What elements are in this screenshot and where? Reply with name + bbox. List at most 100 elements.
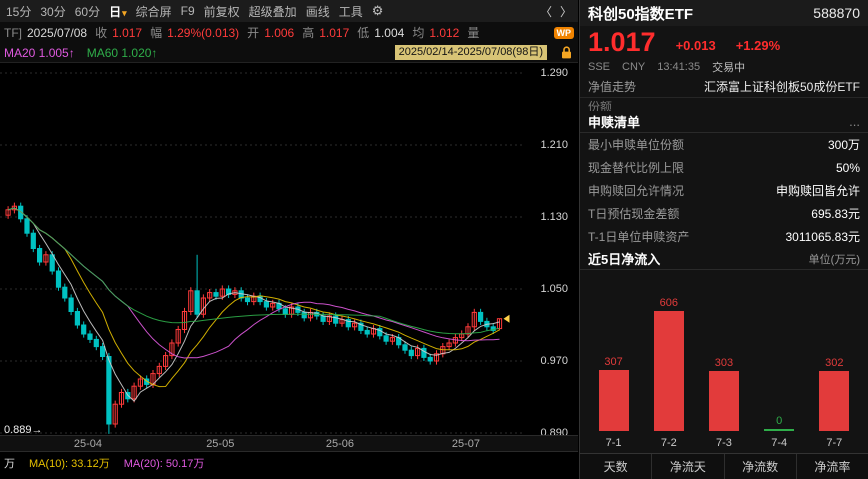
quote-prefix: TF] (4, 25, 22, 40)
exchange-label: SSE (588, 61, 611, 73)
redemption-row-value: 300万 (827, 138, 860, 152)
bar-date-label: 7-4 (771, 437, 788, 449)
redemption-row: 申购赎回允许情况 申购赎回皆允许 (580, 179, 868, 202)
redemption-row-label: T-1日单位申赎资产 (588, 230, 690, 244)
toolbar-super-overlay[interactable]: 超级叠加 (248, 4, 297, 19)
bar-rect (764, 429, 795, 431)
redemption-title: 申赎清单 (588, 115, 641, 130)
redemption-row-value: 695.83元 (811, 207, 860, 221)
toolbar-draw-line[interactable]: 画线 (305, 4, 330, 19)
toolbar-composite-screen[interactable]: 综合屏 (135, 4, 172, 19)
tab-15min[interactable]: 15分 (6, 4, 32, 19)
volume-unit: 万 (4, 458, 15, 470)
quote-field-value: 1.017 (319, 25, 350, 40)
tab-60min[interactable]: 60分 (74, 4, 101, 19)
quote-date: 2025/07/08 (27, 25, 88, 40)
bar-date-label: 7-1 (605, 437, 622, 449)
inflow-bar-7-3: 303 7-3 (699, 291, 749, 451)
y-axis-label: 1.050 (540, 283, 568, 295)
y-axis-label: 1.130 (540, 211, 568, 223)
bar-date-label: 7-7 (826, 437, 843, 449)
redemption-row-label: 最小申赎单位份额 (588, 138, 685, 152)
tab-30min[interactable]: 30分 (40, 4, 66, 19)
quote-field-value: 1.017 (112, 25, 143, 40)
wp-badge-icon[interactable]: WP (553, 26, 574, 39)
quote-time: 13:41:35 (657, 61, 701, 73)
bar-date-label: 7-2 (660, 437, 677, 449)
inflow-bar-7-7: 302 7-7 (809, 291, 859, 451)
quote-field-value: 1.29%(0.013) (167, 25, 240, 40)
price-row: 1.017 +0.013 +1.29% (580, 26, 868, 58)
chevron-down-icon: ▾ (122, 7, 127, 18)
inflow-section-header: 近5日净流入 单位(万元) (580, 248, 868, 270)
redemption-table: 最小申赎单位份额 300万 现金替代比例上限 50% 申购赎回允许情况 申购赎回皆允许 T日… (580, 133, 868, 248)
security-name: 科创50指数ETF (588, 5, 694, 23)
bar-date-label: 7-3 (716, 437, 732, 449)
toolbar-forward-adjust[interactable]: 前复权 (203, 4, 240, 19)
inflow-bar-7-2: 606 7-2 (644, 291, 694, 451)
date-range-badge[interactable]: 2025/02/14-2025/07/08(98日) (394, 45, 547, 60)
date-axis: 25-04 25-05 25-06 25-07 (0, 435, 578, 451)
last-price: 1.017 (588, 27, 656, 57)
period-low-label: 0.889→ (4, 424, 43, 435)
toolbar-nav: 〈 〉 (540, 3, 572, 20)
nav-value-row: 净值走势 汇添富上证科创板50成份ETF (580, 76, 868, 98)
quote-field-label: 高 (302, 26, 315, 40)
share-row: 份额 (580, 98, 868, 111)
bar-rect (708, 371, 739, 431)
redemption-row: T日预估现金差额 695.83元 (580, 202, 868, 225)
toolbar-f9[interactable]: F9 (180, 4, 195, 18)
bar-stack: 0 (764, 291, 795, 431)
inflow-tab-3[interactable]: 净流数 (723, 454, 796, 479)
share-label: 份额 (588, 100, 613, 111)
quote-field-label: 均 (412, 26, 425, 40)
inflow-tab-4[interactable]: 净流率 (795, 454, 868, 479)
x-axis-label: 25-05 (206, 438, 235, 450)
toolbar-tools[interactable]: 工具 (338, 4, 363, 19)
next-arrow-icon[interactable]: 〉 (559, 4, 572, 19)
inflow-tab-2[interactable]: 净流天 (651, 454, 723, 479)
volume-ma10: MA(10): 33.12万 (29, 458, 110, 470)
price-change: +0.013 (675, 38, 716, 53)
prev-arrow-icon[interactable]: 〈 (539, 4, 552, 19)
redemption-row-value: 50% (835, 160, 860, 175)
volume-indicator-row: 万 MA(10): 33.12万 MA(20): 50.17万 (0, 451, 578, 479)
nav-trend-link[interactable]: 净值走势 (588, 80, 637, 94)
bar-stack: 307 (598, 291, 629, 431)
bar-value-label: 302 (825, 357, 844, 370)
price-change-pct: +1.29% (735, 38, 781, 53)
tab-daily-label: 日 (109, 4, 122, 19)
redemption-row: 现金替代比例上限 50% (580, 156, 868, 179)
candlestick-chart[interactable]: 1.290 1.210 1.130 1.050 0.970 0.890 0.889→ (0, 62, 578, 435)
y-axis-label: 1.290 (540, 67, 568, 79)
inflow-bottom-tabs: 天数 净流天 净流数 净流率 (580, 453, 868, 479)
ma60-value: MA60 1.020↑ (86, 45, 158, 60)
bar-value-label: 0 (776, 415, 783, 427)
bar-value-label: 606 (659, 297, 678, 309)
lock-icon[interactable] (561, 46, 572, 59)
redemption-row-label: 现金替代比例上限 (588, 161, 685, 175)
tab-daily[interactable]: 日▾ (109, 3, 127, 20)
more-button[interactable]: ... (849, 114, 860, 129)
quote-summary-row: TF] 2025/07/08 收 1.017 幅 1.29%(0.013) 开 1.006… (0, 22, 578, 43)
gear-icon[interactable]: ⚙ (371, 3, 384, 18)
redemption-row-value: 3011065.83元 (785, 230, 860, 244)
redemption-row-value: 申购赎回皆允许 (775, 184, 860, 198)
y-axis-label: 0.890 (540, 427, 568, 435)
quote-fields: 收 1.017 幅 1.29%(0.013) 开 1.006 高 1.017 低 1.004 均 1.… (92, 24, 484, 41)
inflow-title: 近5日净流入 (588, 252, 661, 267)
bar-value-label: 303 (714, 357, 734, 369)
volume-ma20: MA(20): 50.17万 (123, 458, 205, 470)
chart-toolbar: 15分 30分 60分 日▾ 综合屏 F9 前复权 超级叠加 画线 工具 ⚙ 〈… (0, 0, 578, 22)
inflow-bar-chart: 307 7-1 606 7-2 303 7-3 0 7-4 302 7-7 (580, 270, 868, 453)
quote-field-label: 量 (467, 26, 480, 40)
bar-stack: 606 (653, 291, 684, 431)
redemption-row-label: T日预估现金差额 (588, 207, 680, 221)
y-axis-label: 0.970 (540, 355, 568, 367)
chart-panel: 15分 30分 60分 日▾ 综合屏 F9 前复权 超级叠加 画线 工具 ⚙ 〈… (0, 0, 578, 479)
inflow-tab-1[interactable]: 天数 (603, 460, 628, 474)
quote-field-label: 低 (357, 26, 370, 40)
market-meta-row: SSE CNY 13:41:35 交易中 (580, 58, 868, 76)
bar-rect (653, 311, 684, 431)
